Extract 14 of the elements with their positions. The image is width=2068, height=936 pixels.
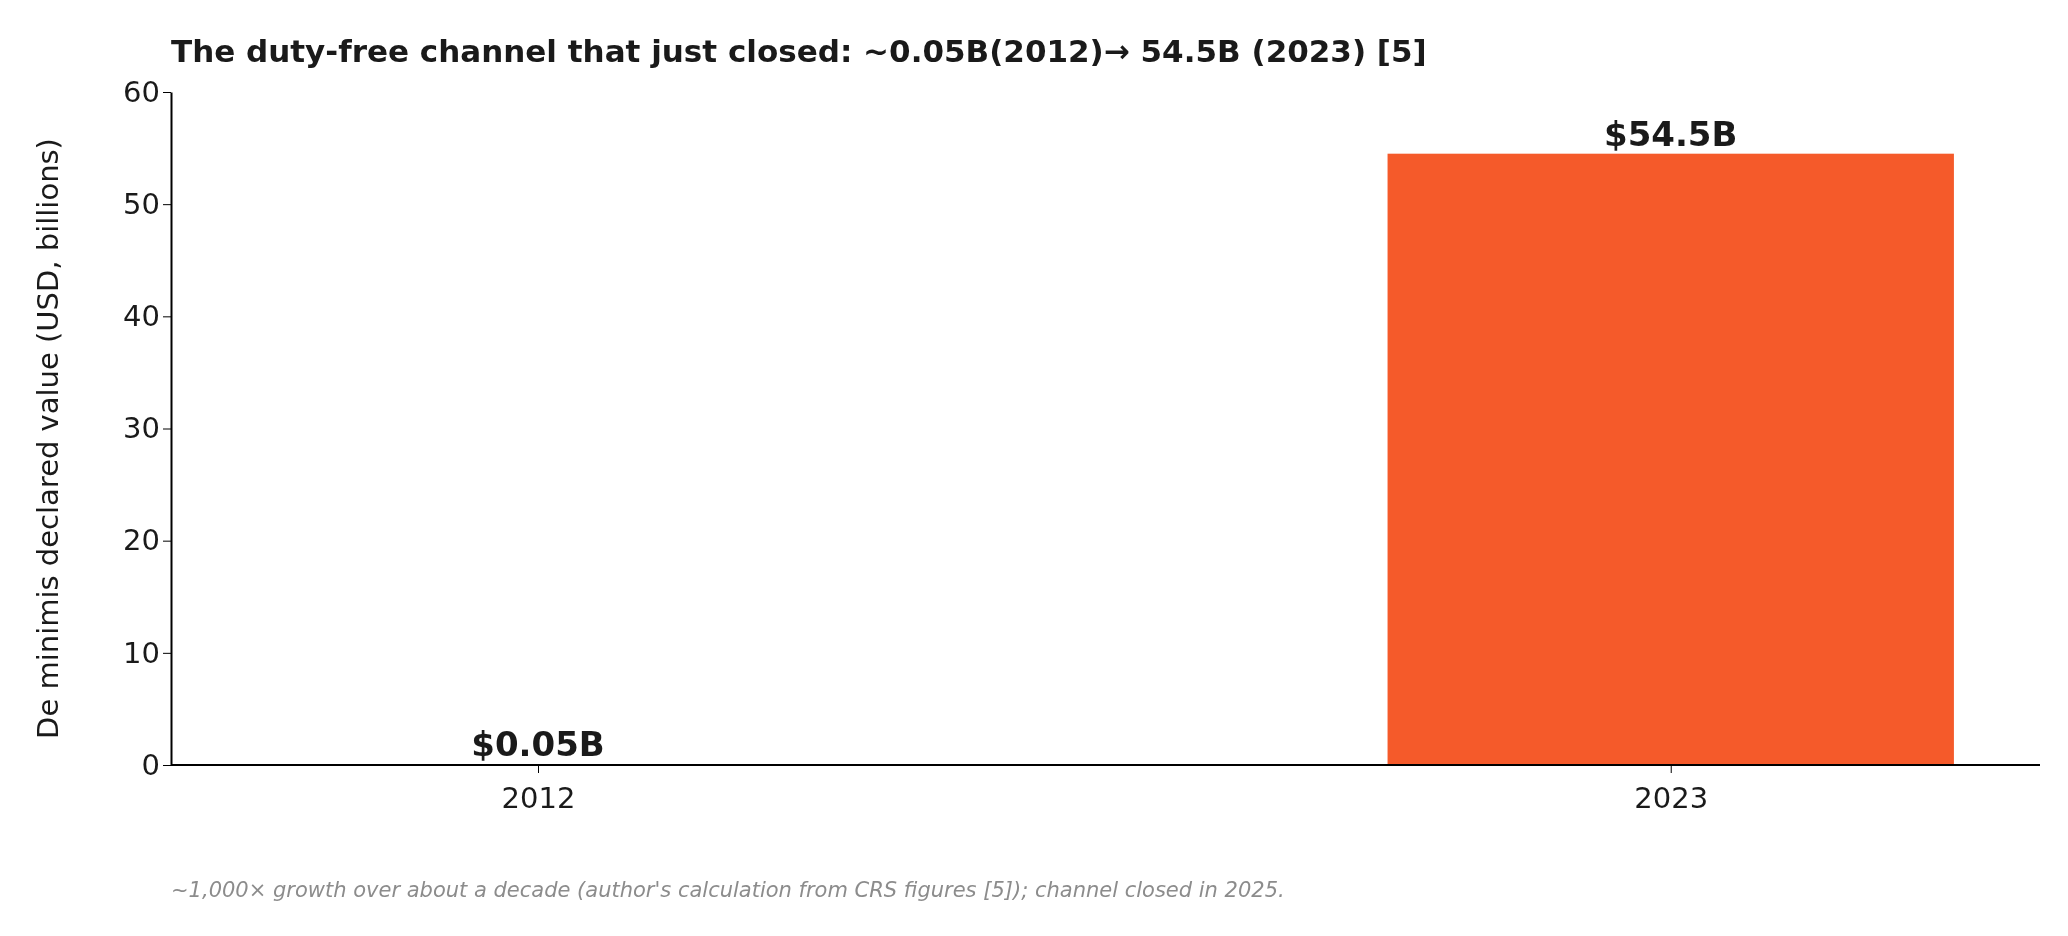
y-tick-label: 10	[123, 635, 160, 670]
data-label: $0.05B	[471, 724, 605, 765]
x-tick-label: 2023	[1634, 780, 1709, 815]
y-tick-label: 30	[123, 411, 160, 446]
y-tick-label: 20	[123, 523, 160, 558]
y-tick-label: 40	[123, 299, 160, 334]
y-tick-label: 50	[123, 186, 160, 221]
y-tick-label: 0	[141, 747, 160, 782]
y-tick-label: 60	[123, 74, 160, 109]
x-tick-label: 2012	[501, 780, 576, 815]
chart-title: The duty-free channel that just closed: ~0.05B(2012)→ 54.5B (2023) [5]	[171, 33, 1427, 69]
text: ~1,000× growth over about a decade (author's calculation from CRS figures [5]); channel closed in 2025.	[171, 878, 1285, 902]
data-label: $54.5B	[1604, 113, 1738, 154]
y-axis-title: De minimis declared value (USD, billions)	[31, 138, 65, 739]
